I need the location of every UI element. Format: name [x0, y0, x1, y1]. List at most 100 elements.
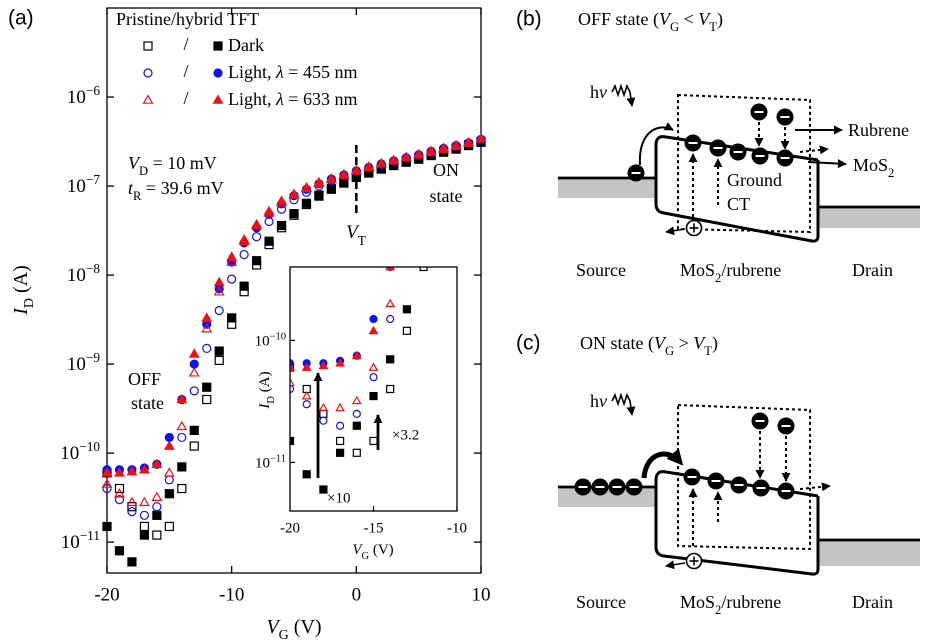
text-run: V [654, 333, 667, 353]
channel-label: MoS2/rubrene [680, 260, 781, 285]
text-run: V [346, 222, 360, 243]
text-run: Dark [228, 35, 264, 55]
marker-triangle [450, 140, 462, 151]
marker-square [127, 502, 137, 512]
y-tick-label: 10−7 [67, 172, 100, 198]
text-run: = 39.6 mV [141, 178, 223, 198]
marker-triangle [290, 377, 295, 387]
text-run: h [590, 82, 599, 102]
marker-square [139, 530, 149, 540]
marker-triangle [350, 164, 362, 175]
marker-triangle [385, 267, 396, 271]
marker-circle [470, 65, 477, 72]
text-run: < [679, 9, 698, 29]
electron [777, 109, 794, 126]
marker-circle [454, 75, 461, 82]
hole [687, 221, 702, 236]
marker-circle [227, 274, 237, 284]
marker-square [290, 436, 295, 446]
electron [752, 413, 769, 430]
marker-triangle [101, 467, 113, 477]
inset: VG (V) ID (A) ×10 ×3.2 -20 -15 -1010−1110−… [255, 5, 511, 562]
marker-circle [143, 68, 153, 78]
drain-contact [818, 207, 920, 228]
inset-annotation: ×3.2 [392, 427, 419, 443]
marker-triangle [503, 5, 511, 12]
x-tick-label: 0 [352, 584, 362, 605]
legend-label: Light, λ = 633 nm [228, 89, 357, 109]
plot-frame [106, 7, 482, 574]
text-run: −10 [270, 331, 286, 342]
photon-label: hν [590, 391, 607, 411]
marker-square [102, 521, 112, 532]
y-tick-label: 10−10 [60, 439, 100, 465]
marker-square [437, 210, 444, 217]
electron [730, 144, 747, 161]
marker-square [114, 546, 125, 556]
text-run: MoS [680, 260, 715, 280]
text-run: ν [599, 82, 607, 102]
y-tick-label: 10−9 [67, 350, 100, 376]
text-run: MoS [680, 592, 715, 612]
text-run: 10 [255, 456, 270, 472]
inset-y-tick-label: 10−11 [255, 453, 286, 472]
marker-triangle [176, 393, 188, 404]
text-run: D [139, 164, 148, 178]
marker-triangle [126, 465, 138, 476]
marker-triangle [436, 115, 444, 122]
marker-circle [319, 416, 328, 425]
inset-x-tick-label: -15 [364, 520, 384, 536]
photon-arrow [611, 392, 636, 416]
marker-triangle [453, 75, 461, 82]
marker-square [164, 521, 174, 532]
inset-y-label: ID (A) [257, 371, 276, 409]
marker-triangle [335, 358, 345, 367]
marker-triangle [368, 325, 379, 335]
annotation-vd: VD = 10 mV [128, 153, 217, 178]
marker-triangle [413, 149, 425, 159]
mos2-band [654, 470, 820, 576]
marker-square [214, 346, 224, 356]
marker-triangle [463, 137, 474, 147]
text-run: λ [275, 62, 284, 82]
text-run: (A) [10, 265, 32, 298]
electron [752, 148, 769, 165]
legend-separator: / [183, 88, 188, 108]
text-run: OFF state ( [578, 9, 659, 30]
electron [778, 483, 795, 500]
marker-circle [420, 193, 427, 200]
marker-triangle [212, 94, 224, 104]
electron [708, 473, 725, 490]
marker-triangle [188, 367, 200, 377]
marker-circle [114, 495, 125, 505]
marker-circle [189, 386, 199, 396]
marker-circle [290, 384, 295, 394]
electron [751, 104, 768, 121]
marker-triangle [114, 488, 125, 498]
marker-square [227, 313, 237, 323]
diagram-title: OFF state (VG < VT) [578, 9, 723, 34]
electron [731, 477, 748, 494]
text-run: V [693, 333, 706, 353]
marker-triangle [163, 440, 175, 450]
text-run: MoS [853, 155, 888, 175]
diagram-panel-b: (b) OFF state (VG < VT) hν Rubrene MoS2 … [516, 8, 920, 285]
ground-ct-label: Ground [727, 170, 782, 190]
marker-square [127, 557, 137, 567]
marker-square [252, 256, 262, 266]
marker-triangle [301, 182, 312, 192]
marker-triangle [318, 360, 329, 370]
text-run: 10 [67, 87, 86, 108]
marker-triangle [301, 362, 312, 371]
text-run: 10 [67, 265, 86, 286]
marker-circle [369, 373, 378, 382]
electron [575, 479, 592, 496]
injection-arrow [641, 448, 684, 479]
marker-triangle [470, 44, 478, 51]
marker-square [189, 425, 199, 435]
photon-arrow [611, 83, 636, 107]
marker-circle [352, 409, 361, 419]
marker-square [470, 116, 477, 123]
marker-circle [139, 510, 149, 520]
